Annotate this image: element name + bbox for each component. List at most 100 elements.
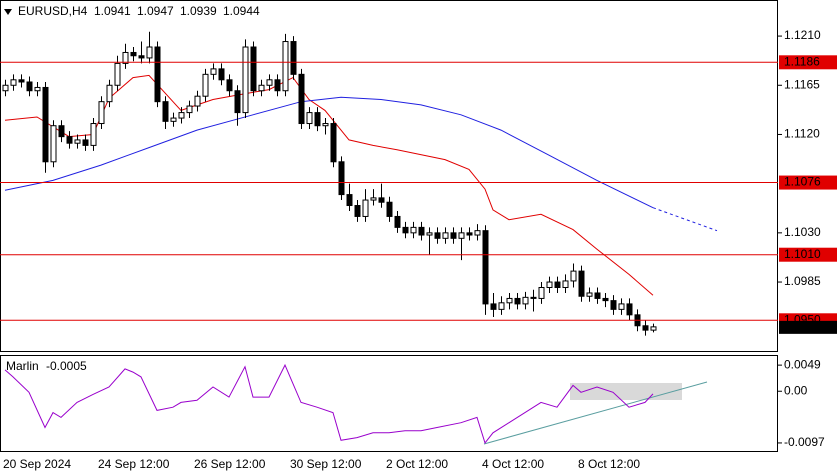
candle-body bbox=[490, 303, 497, 310]
candle-body bbox=[18, 79, 25, 83]
candle-body bbox=[554, 281, 561, 289]
last-price-label: 1.0944 bbox=[784, 320, 821, 334]
candle-body bbox=[642, 325, 649, 331]
candle-body bbox=[562, 280, 569, 289]
highlight-box bbox=[570, 383, 682, 400]
candle-body bbox=[386, 201, 393, 217]
candle-body bbox=[146, 46, 153, 59]
x-tick-label: 4 Oct 12:00 bbox=[482, 457, 544, 471]
y-tick-label: 1.1165 bbox=[784, 77, 820, 91]
y-tick-label: 1.1030 bbox=[784, 225, 821, 239]
candle-body bbox=[610, 300, 617, 310]
candle-body bbox=[170, 117, 177, 122]
y-tick-label: 1.1210 bbox=[784, 28, 821, 42]
candle-body bbox=[530, 296, 537, 299]
candle-body bbox=[2, 84, 9, 92]
candle-body bbox=[114, 62, 121, 86]
candle-body bbox=[498, 302, 505, 310]
candle-body bbox=[378, 197, 385, 203]
candle-body bbox=[626, 303, 633, 316]
candle-body bbox=[466, 232, 473, 236]
level-label: 1.1076 bbox=[784, 175, 821, 189]
candle-body bbox=[570, 270, 577, 282]
candle-body bbox=[338, 161, 345, 196]
candle-body bbox=[354, 205, 361, 217]
level-label-box bbox=[779, 175, 837, 190]
candle-body bbox=[178, 112, 185, 119]
candle-body bbox=[306, 112, 313, 125]
candle-body bbox=[458, 232, 465, 239]
candle-body bbox=[298, 73, 305, 125]
level-label: 1.1186 bbox=[784, 54, 820, 68]
x-tick-label: 26 Sep 12:00 bbox=[194, 457, 266, 471]
candle-body bbox=[394, 215, 401, 228]
symbol-menu-icon bbox=[4, 9, 12, 15]
candle-body bbox=[514, 297, 521, 305]
symbol: EURUSD,H4 bbox=[18, 4, 88, 18]
candle-body bbox=[162, 101, 169, 122]
candle-body bbox=[242, 46, 249, 114]
level-label: 1.1010 bbox=[784, 247, 821, 261]
candle-body bbox=[106, 84, 113, 103]
candle-body bbox=[250, 46, 257, 92]
candle-body bbox=[26, 81, 33, 92]
candle-body bbox=[50, 125, 57, 163]
candle-body bbox=[450, 232, 457, 239]
candle-body bbox=[330, 123, 337, 163]
close-value: 1.0944 bbox=[223, 4, 260, 18]
indicator-name: Marlin bbox=[6, 359, 39, 373]
candle-body bbox=[234, 90, 241, 114]
candle-body bbox=[74, 139, 81, 144]
candle-body bbox=[650, 326, 657, 331]
candle-body bbox=[522, 296, 529, 305]
candle-body bbox=[194, 95, 201, 107]
candle-body bbox=[58, 125, 65, 138]
candle-body bbox=[482, 230, 489, 305]
x-tick-label: 2 Oct 12:00 bbox=[386, 457, 448, 471]
candle-body bbox=[290, 41, 297, 75]
candle-body bbox=[586, 292, 593, 297]
candle-body bbox=[130, 51, 137, 57]
candle-body bbox=[210, 68, 217, 75]
level-label-box bbox=[779, 55, 837, 70]
moving-average bbox=[4, 96, 654, 209]
y-tick-label: -0.0097 bbox=[784, 435, 825, 449]
y-tick-label: 1.1120 bbox=[784, 127, 820, 141]
indicator-value: -0.0005 bbox=[46, 359, 87, 373]
candle-body bbox=[506, 297, 513, 304]
candle-body bbox=[410, 226, 417, 234]
candle-body bbox=[226, 79, 233, 92]
candle-body bbox=[202, 73, 209, 97]
candle-body bbox=[442, 232, 449, 239]
candle-body bbox=[346, 194, 353, 207]
candle-body bbox=[138, 55, 145, 59]
candle-body bbox=[578, 270, 585, 297]
high-value: 1.0947 bbox=[137, 4, 174, 18]
candle-body bbox=[98, 101, 105, 125]
candle-body bbox=[42, 86, 49, 163]
y-tick-label: 1.0985 bbox=[784, 274, 821, 288]
candle-body bbox=[82, 139, 89, 146]
candle-body bbox=[122, 51, 129, 64]
oscillator-panel bbox=[0, 355, 778, 452]
candle-body bbox=[266, 79, 273, 86]
x-tick-label: 8 Oct 12:00 bbox=[578, 457, 640, 471]
candle-body bbox=[274, 79, 281, 92]
candle-body bbox=[362, 199, 369, 217]
y-tick-label: 0.00 bbox=[784, 383, 808, 397]
candle-body bbox=[314, 112, 321, 127]
trend-line bbox=[483, 381, 708, 445]
moving-average bbox=[4, 74, 654, 296]
candle-body bbox=[434, 232, 441, 239]
candle-body bbox=[370, 197, 377, 201]
last-price-box bbox=[779, 320, 837, 334]
candle-body bbox=[538, 287, 545, 299]
low-value: 1.0939 bbox=[180, 4, 217, 18]
candle-body bbox=[282, 41, 289, 92]
candle-body bbox=[322, 123, 329, 127]
candle-body bbox=[66, 136, 73, 144]
candle-body bbox=[418, 226, 425, 236]
level-label-box bbox=[779, 247, 837, 262]
candle-body bbox=[594, 292, 601, 299]
candle-body bbox=[618, 303, 625, 310]
